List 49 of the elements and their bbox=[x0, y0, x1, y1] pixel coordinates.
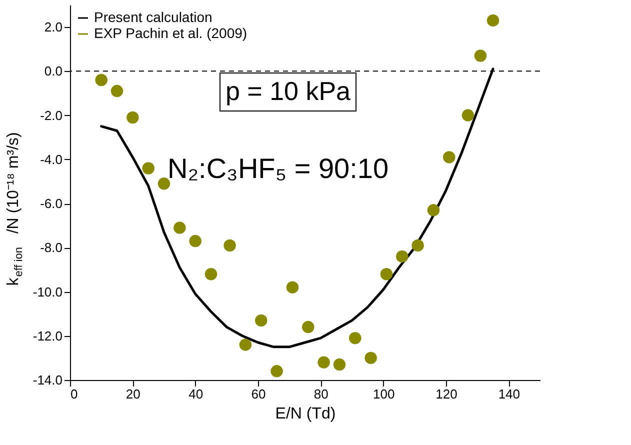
point bbox=[474, 50, 487, 62]
point bbox=[270, 365, 283, 378]
annotation: N₂:C₃HF₅ = 90:10 bbox=[167, 153, 389, 184]
point bbox=[239, 338, 252, 351]
x-tick-label: 60 bbox=[251, 386, 266, 402]
point bbox=[142, 162, 154, 174]
point bbox=[427, 204, 440, 216]
point bbox=[380, 268, 393, 280]
point bbox=[204, 268, 218, 280]
y-tick-label: -2.0 bbox=[40, 108, 62, 123]
x-tick-label: 100 bbox=[372, 386, 395, 402]
x-tick-label: 0 bbox=[70, 386, 78, 402]
point bbox=[174, 222, 186, 234]
y-tick-label: -14.0 bbox=[32, 372, 62, 388]
x-tick-label: 120 bbox=[436, 386, 458, 402]
point bbox=[126, 111, 139, 124]
x-axis-title: E/N (Td) bbox=[275, 406, 336, 422]
point bbox=[349, 332, 362, 344]
point bbox=[443, 151, 456, 164]
y-tick-label: -12.0 bbox=[32, 328, 62, 344]
x-tick-label: 80 bbox=[314, 386, 328, 402]
point bbox=[302, 320, 314, 334]
point bbox=[189, 234, 202, 248]
y-tick-label: -4.0 bbox=[40, 152, 62, 167]
x-tick-label: 140 bbox=[498, 386, 520, 402]
point bbox=[462, 109, 474, 122]
y-tick-label: 0.0 bbox=[44, 64, 62, 79]
text: keff ion/N (10⁻¹⁸ m³/s) bbox=[5, 132, 25, 286]
point bbox=[396, 250, 408, 263]
x-tick-label: 20 bbox=[126, 386, 140, 402]
point bbox=[224, 239, 236, 252]
x-tick-label: 40 bbox=[188, 386, 204, 402]
point bbox=[255, 314, 268, 327]
point bbox=[364, 352, 377, 364]
y-tick-label: 2.0 bbox=[44, 20, 62, 35]
y-tick-label: -6.0 bbox=[40, 196, 62, 212]
point bbox=[412, 239, 424, 252]
point bbox=[333, 358, 346, 371]
y-tick-label: -10.0 bbox=[32, 284, 62, 300]
point bbox=[286, 281, 299, 294]
point bbox=[486, 14, 500, 27]
legend-label: Present calculation bbox=[94, 9, 212, 25]
point bbox=[318, 356, 330, 368]
point bbox=[95, 74, 108, 86]
point bbox=[158, 178, 170, 190]
y-tick-label: -8.0 bbox=[40, 240, 62, 256]
annotation: p = 10 kPa bbox=[225, 76, 352, 106]
legend-label: EXP Pachin et al. (2009) bbox=[94, 25, 248, 41]
point bbox=[110, 84, 124, 98]
